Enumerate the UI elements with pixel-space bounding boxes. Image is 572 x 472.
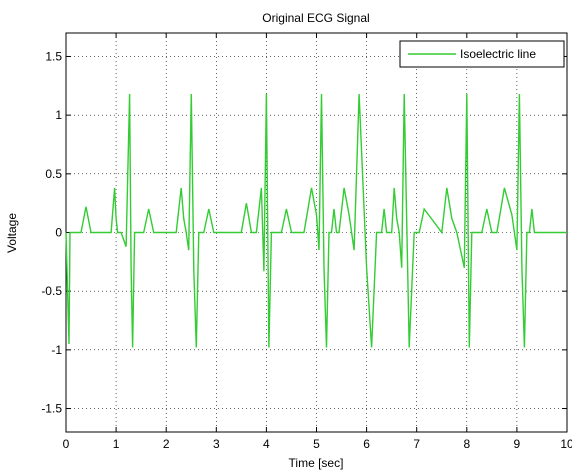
- grid-lines: [66, 33, 567, 432]
- ecg-series-line: [65, 93, 567, 348]
- x-tick-label: 8: [463, 437, 470, 451]
- x-axis-label: Time [sec]: [289, 456, 344, 470]
- x-tick-label: 6: [363, 437, 370, 451]
- axis-ticks: 0 1 2 3 4 5 6 7 8 9 10 1.5 1 0.5 0 -0.5 -1 -1.5: [41, 33, 572, 451]
- x-tick-label: 10: [560, 437, 572, 451]
- legend-entry: Isoelectric line: [460, 47, 536, 61]
- x-tick-label: 3: [213, 437, 220, 451]
- y-tick-label: 1.5: [45, 49, 62, 63]
- legend: Isoelectric line: [399, 40, 565, 68]
- y-tick-label: -1: [51, 343, 62, 357]
- y-tick-label: -0.5: [41, 284, 62, 298]
- x-tick-label: 4: [263, 437, 270, 451]
- y-tick-label: 0: [55, 226, 62, 240]
- y-tick-label: -1.5: [41, 402, 62, 416]
- x-tick-label: 0: [63, 437, 70, 451]
- chart-title: Original ECG Signal: [262, 11, 369, 25]
- x-tick-label: 9: [514, 437, 521, 451]
- series-layer: [65, 93, 567, 348]
- x-tick-label: 5: [313, 437, 320, 451]
- x-tick-label: 2: [163, 437, 170, 451]
- y-tick-label: 0.5: [45, 167, 62, 181]
- y-tick-label: 1: [55, 108, 62, 122]
- y-axis-label: Voltage: [5, 213, 19, 253]
- x-tick-label: 1: [113, 437, 120, 451]
- x-tick-label: 7: [413, 437, 420, 451]
